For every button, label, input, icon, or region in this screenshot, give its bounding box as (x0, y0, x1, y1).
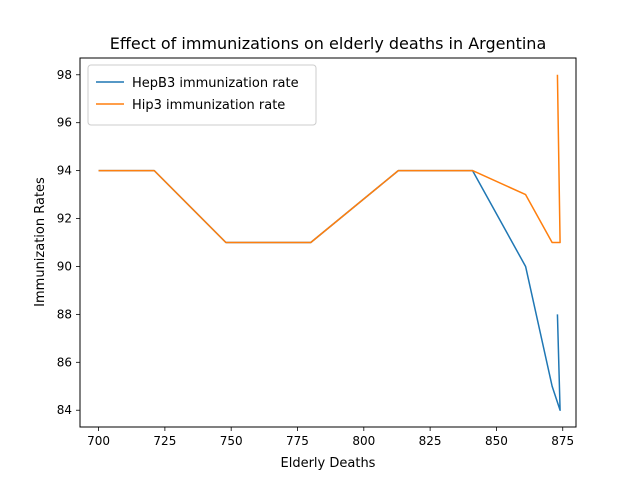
x-tick-label: 750 (220, 434, 243, 448)
plot-area (98, 74, 561, 411)
x-tick-label: 825 (419, 434, 442, 448)
series-line-2 (98, 74, 561, 244)
y-tick-label: 92 (57, 212, 72, 226)
y-tick-label: 88 (57, 307, 72, 321)
legend: HepB3 immunization rate Hip3 immunization… (87, 64, 317, 126)
y-tick-label: 90 (57, 259, 72, 273)
legend-entry: Hip3 immunization rate (132, 98, 285, 113)
x-tick-label: 725 (153, 434, 176, 448)
y-tick-label: 96 (57, 116, 72, 130)
x-tick-label: 850 (485, 434, 508, 448)
x-tick-label: 875 (551, 434, 574, 448)
y-tick-label: 98 (57, 68, 72, 82)
y-tick-label: 86 (57, 355, 72, 369)
x-tick-label: 775 (286, 434, 309, 448)
chart-title: Effect of immunizations on elderly death… (110, 34, 547, 53)
y-tick-label: 84 (57, 403, 72, 417)
y-axis-ticks: 84 86 88 90 92 94 96 98 (57, 68, 80, 417)
legend-box (87, 64, 317, 126)
series-line-1 (98, 169, 561, 411)
x-tick-label: 700 (87, 434, 110, 448)
x-tick-label: 800 (352, 434, 375, 448)
plot-frame (79, 57, 577, 428)
axes (79, 57, 577, 428)
y-axis-label: Immunization Rates (33, 177, 48, 307)
legend-entry: HepB3 immunization rate (132, 76, 299, 91)
x-axis-ticks: 700 725 750 775 800 825 850 875 (87, 427, 574, 448)
x-axis-label: Elderly Deaths (281, 456, 376, 471)
y-tick-label: 94 (57, 164, 72, 178)
